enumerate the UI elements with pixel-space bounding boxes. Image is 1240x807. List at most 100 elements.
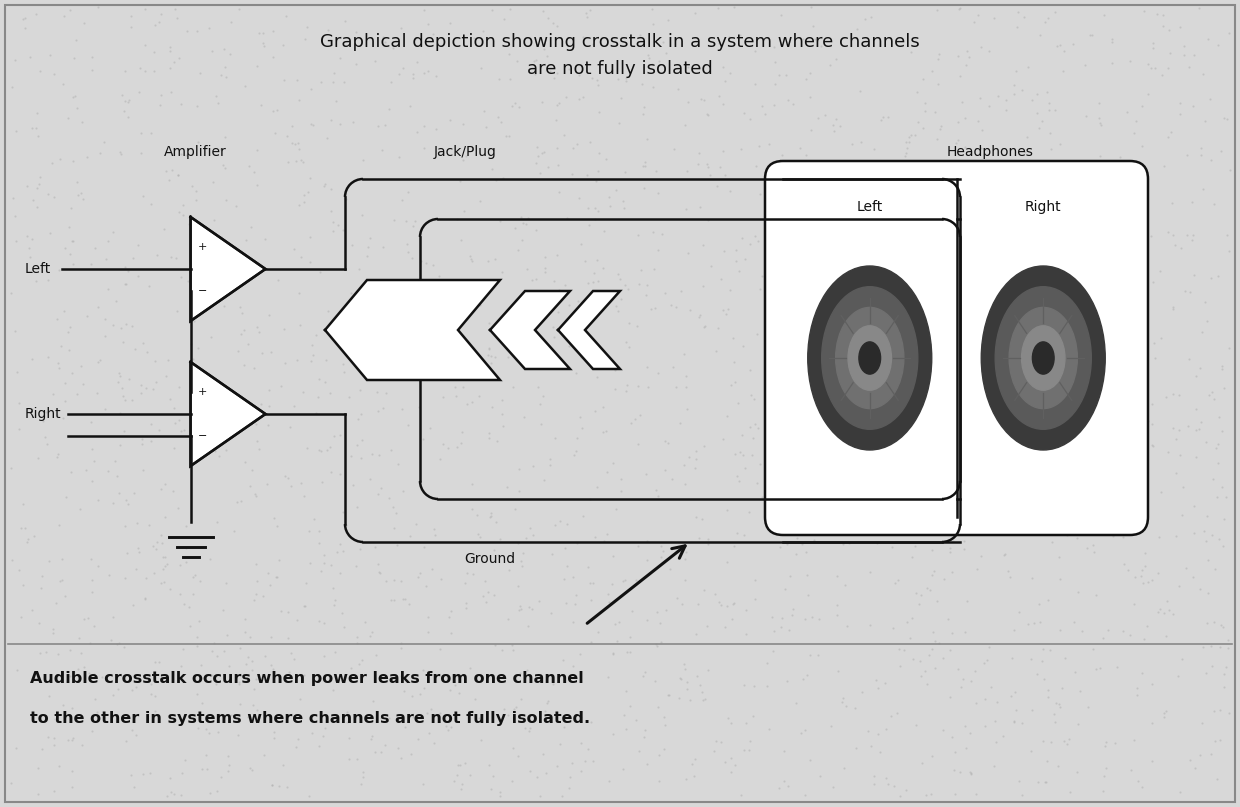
Point bbox=[900, 308, 920, 321]
Point bbox=[877, 293, 897, 306]
Point bbox=[1136, 370, 1156, 383]
Point bbox=[823, 159, 843, 172]
Point bbox=[463, 503, 482, 516]
Point bbox=[1035, 16, 1055, 29]
Point bbox=[497, 313, 517, 326]
Point bbox=[110, 439, 130, 452]
Point bbox=[448, 441, 467, 454]
Point bbox=[972, 123, 992, 136]
Point bbox=[69, 502, 89, 515]
Point bbox=[1054, 734, 1074, 747]
Point bbox=[1192, 142, 1211, 155]
Point bbox=[971, 550, 991, 562]
Point bbox=[1058, 358, 1078, 371]
Point bbox=[67, 34, 87, 47]
Point bbox=[1003, 78, 1023, 91]
Point bbox=[1044, 715, 1064, 728]
Point bbox=[713, 303, 733, 316]
Point bbox=[875, 771, 895, 784]
Point bbox=[198, 22, 218, 35]
Point bbox=[264, 725, 284, 738]
Point bbox=[351, 408, 371, 420]
Point bbox=[983, 166, 1003, 179]
Point bbox=[897, 615, 916, 628]
Point bbox=[992, 294, 1012, 307]
Point bbox=[940, 691, 960, 704]
Point bbox=[440, 684, 460, 696]
Point bbox=[1014, 10, 1034, 23]
Point bbox=[980, 99, 999, 112]
Point bbox=[1087, 202, 1107, 215]
Point bbox=[27, 107, 47, 119]
Point bbox=[1208, 38, 1228, 51]
Point bbox=[913, 122, 932, 135]
Point bbox=[1204, 197, 1224, 210]
Point bbox=[601, 577, 621, 590]
Point bbox=[278, 471, 298, 484]
Point bbox=[151, 8, 171, 21]
Point bbox=[620, 631, 640, 644]
Point bbox=[1065, 307, 1085, 320]
Point bbox=[284, 399, 304, 412]
Point bbox=[603, 292, 622, 305]
Point bbox=[456, 602, 476, 615]
Point bbox=[594, 224, 614, 237]
Point bbox=[656, 604, 676, 617]
Point bbox=[273, 38, 293, 51]
Point bbox=[175, 753, 195, 766]
Point bbox=[606, 300, 626, 313]
Point bbox=[1016, 449, 1035, 462]
Point bbox=[842, 232, 862, 245]
Point bbox=[635, 182, 655, 194]
Point bbox=[770, 541, 790, 554]
Point bbox=[366, 648, 386, 661]
Point bbox=[481, 506, 501, 519]
Point bbox=[709, 90, 729, 102]
Point bbox=[155, 560, 175, 573]
Point bbox=[832, 696, 852, 709]
Point bbox=[828, 665, 848, 678]
Point bbox=[1203, 473, 1223, 486]
Point bbox=[996, 262, 1016, 275]
Point bbox=[1195, 436, 1215, 449]
Point bbox=[418, 625, 438, 638]
Point bbox=[342, 239, 362, 252]
Point bbox=[1039, 126, 1059, 139]
Point bbox=[272, 379, 291, 392]
Point bbox=[570, 351, 590, 364]
Point bbox=[523, 54, 543, 67]
Point bbox=[744, 392, 764, 405]
Point bbox=[492, 408, 512, 420]
Point bbox=[725, 376, 745, 389]
Point bbox=[346, 26, 366, 39]
Point bbox=[60, 344, 79, 357]
Point bbox=[1045, 103, 1065, 116]
Point bbox=[371, 482, 391, 495]
Point bbox=[620, 700, 640, 713]
Point bbox=[43, 387, 63, 400]
Point bbox=[1173, 40, 1193, 52]
Point bbox=[692, 685, 712, 698]
Point bbox=[171, 98, 191, 111]
Point bbox=[1213, 424, 1233, 437]
Point bbox=[634, 730, 653, 743]
Point bbox=[547, 98, 567, 111]
Point bbox=[538, 160, 558, 173]
Point bbox=[991, 366, 1011, 378]
Point bbox=[413, 433, 433, 445]
Point bbox=[1058, 428, 1078, 441]
Point bbox=[346, 559, 366, 572]
Point bbox=[1203, 529, 1223, 541]
Point bbox=[630, 28, 650, 41]
Point bbox=[968, 362, 988, 375]
Point bbox=[910, 161, 930, 174]
Point bbox=[161, 86, 181, 98]
Point bbox=[600, 200, 620, 213]
Point bbox=[290, 692, 310, 705]
Point bbox=[605, 183, 625, 196]
Point bbox=[978, 45, 998, 58]
Point bbox=[1190, 416, 1210, 429]
Point bbox=[289, 199, 309, 212]
Point bbox=[967, 562, 987, 575]
Point bbox=[450, 759, 470, 771]
